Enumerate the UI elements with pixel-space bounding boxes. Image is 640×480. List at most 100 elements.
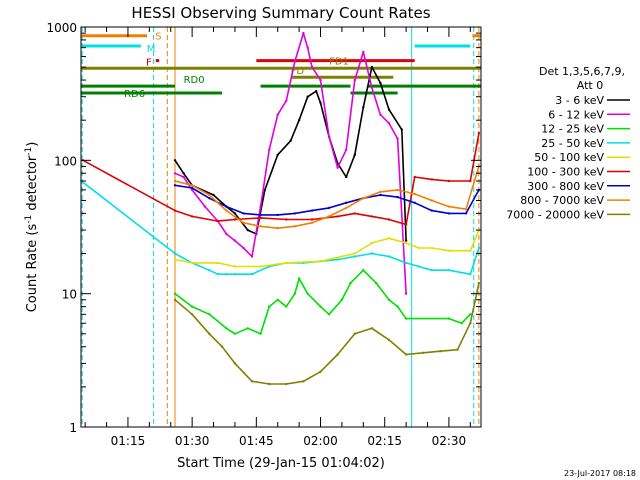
series-2-point-13 [319,305,322,308]
y-axis-label: Count Rate (s-1 detector-1) [24,142,40,313]
series-2-point-9 [285,305,288,308]
series-1-point-1 [182,175,185,179]
series-7-point-13 [396,188,399,192]
series-1-point-26 [396,137,399,140]
series-3-point-13 [353,255,356,258]
series-2-point-16 [349,281,352,285]
series-4-point-8 [370,241,374,245]
series-4-point-7 [353,252,356,255]
series-2-point-23 [460,322,463,325]
series-3-point-5 [225,273,228,276]
plot-area: SMF FD1 RD0 RD6 FD [80,27,481,427]
series-8-point-12 [370,327,374,330]
series-0-point-18 [353,153,356,156]
series-0-point-0 [173,159,177,162]
series-line-1 [174,32,407,294]
series-1-point-25 [387,122,391,125]
series-4-point-5 [285,261,288,265]
legend-entry-5: 100 - 300 keV [527,166,630,179]
series-0-point-22 [387,108,391,111]
legend-entry-6: 300 - 800 keV [527,180,630,193]
series-6-point-7 [293,212,296,215]
series-1-point-12 [285,99,288,102]
series-3-point-15 [387,255,391,258]
series-8-point-0 [173,298,177,301]
series-1-point-16 [310,65,314,69]
series-8-point-4 [233,362,237,365]
legend-label-7: 800 - 7000 keV [520,194,604,207]
series-8-point-1 [190,313,194,316]
series-5-point-4 [233,218,237,221]
series-8-point-8 [302,380,305,383]
x-tick-label-2: 01:45 [239,434,274,448]
series-1-point-20 [345,148,348,151]
series-1-point-17 [319,78,322,82]
series-1-point-5 [225,232,228,236]
series-5-point-14 [430,178,433,181]
series-3-point-20 [469,273,472,276]
series-6-point-17 [464,212,468,215]
legend-label-0: 3 - 6 keV [555,94,604,107]
series-1-point-14 [302,31,305,35]
series-0-point-6 [246,228,249,232]
series-1-point-21 [353,78,356,82]
series-0-point-17 [345,175,348,179]
series-7-point-3 [225,209,228,212]
series-5-point-9 [353,212,356,215]
legend-entry-0: 3 - 6 keV [555,94,630,107]
series-2-point-7 [268,305,271,308]
series-0-point-9 [276,153,279,156]
segment-label-rd0: RD0 [184,75,205,86]
y-tick-label-2: 100 [54,154,77,168]
series-8-point-2 [208,332,211,335]
series-1-point-22 [362,50,365,54]
series-3-point-4 [216,273,219,276]
series-7-point-6 [276,227,279,230]
series-6-point-6 [276,213,279,217]
series-4-point-6 [319,260,322,263]
legend-entry-8: 7000 - 20000 keV [506,208,630,221]
series-2-point-0 [173,292,177,295]
series-8-point-11 [353,332,356,335]
series-8-point-16 [439,350,442,353]
series-2-point-4 [233,332,237,335]
series-2-point-24 [469,313,472,316]
series-7-point-12 [379,190,382,194]
series-2-point-3 [225,327,228,330]
legend-entry-2: 12 - 25 keV [541,123,630,136]
series-4-point-2 [216,261,219,265]
series-3-point-14 [370,252,374,255]
series-0-point-21 [379,81,382,85]
series-2-point-18 [375,281,378,285]
legend-entry-4: 50 - 100 keV [534,151,630,164]
series-2-point-5 [246,327,249,330]
series-1-point-18 [327,135,331,139]
series-6-point-14 [413,201,416,204]
series-8-point-17 [456,348,459,351]
series-7-point-2 [208,193,211,197]
series-0-point-19 [362,106,365,109]
legend-header-line2: Att 0 [577,79,603,92]
series-3-point-3 [208,269,211,272]
legend-label-2: 12 - 25 keV [541,123,604,136]
legend-label-3: 25 - 50 keV [541,137,604,150]
series-6-point-15 [430,209,433,212]
series-7-point-16 [447,205,451,208]
series-7-point-9 [327,215,331,218]
series-7-point-14 [413,192,416,196]
series-5-point-15 [447,179,451,183]
plot-frame [80,26,482,428]
series-6-point-10 [345,201,348,204]
legend-entry-1: 6 - 12 keV [548,108,630,121]
x-tick-label-0: 01:15 [111,434,146,448]
series-6-point-5 [259,213,262,217]
series-2-point-15 [340,298,344,301]
chart-title: HESSI Observing Summary Count Rates [131,4,430,22]
legend-entry-7: 800 - 7000 keV [520,194,630,207]
series-6-point-9 [327,206,331,210]
series-6-point-8 [310,209,314,212]
series-1-point-11 [276,113,279,116]
series-0-point-5 [233,212,237,215]
legend-label-5: 100 - 300 keV [527,166,604,179]
series-0-point-8 [263,188,267,192]
